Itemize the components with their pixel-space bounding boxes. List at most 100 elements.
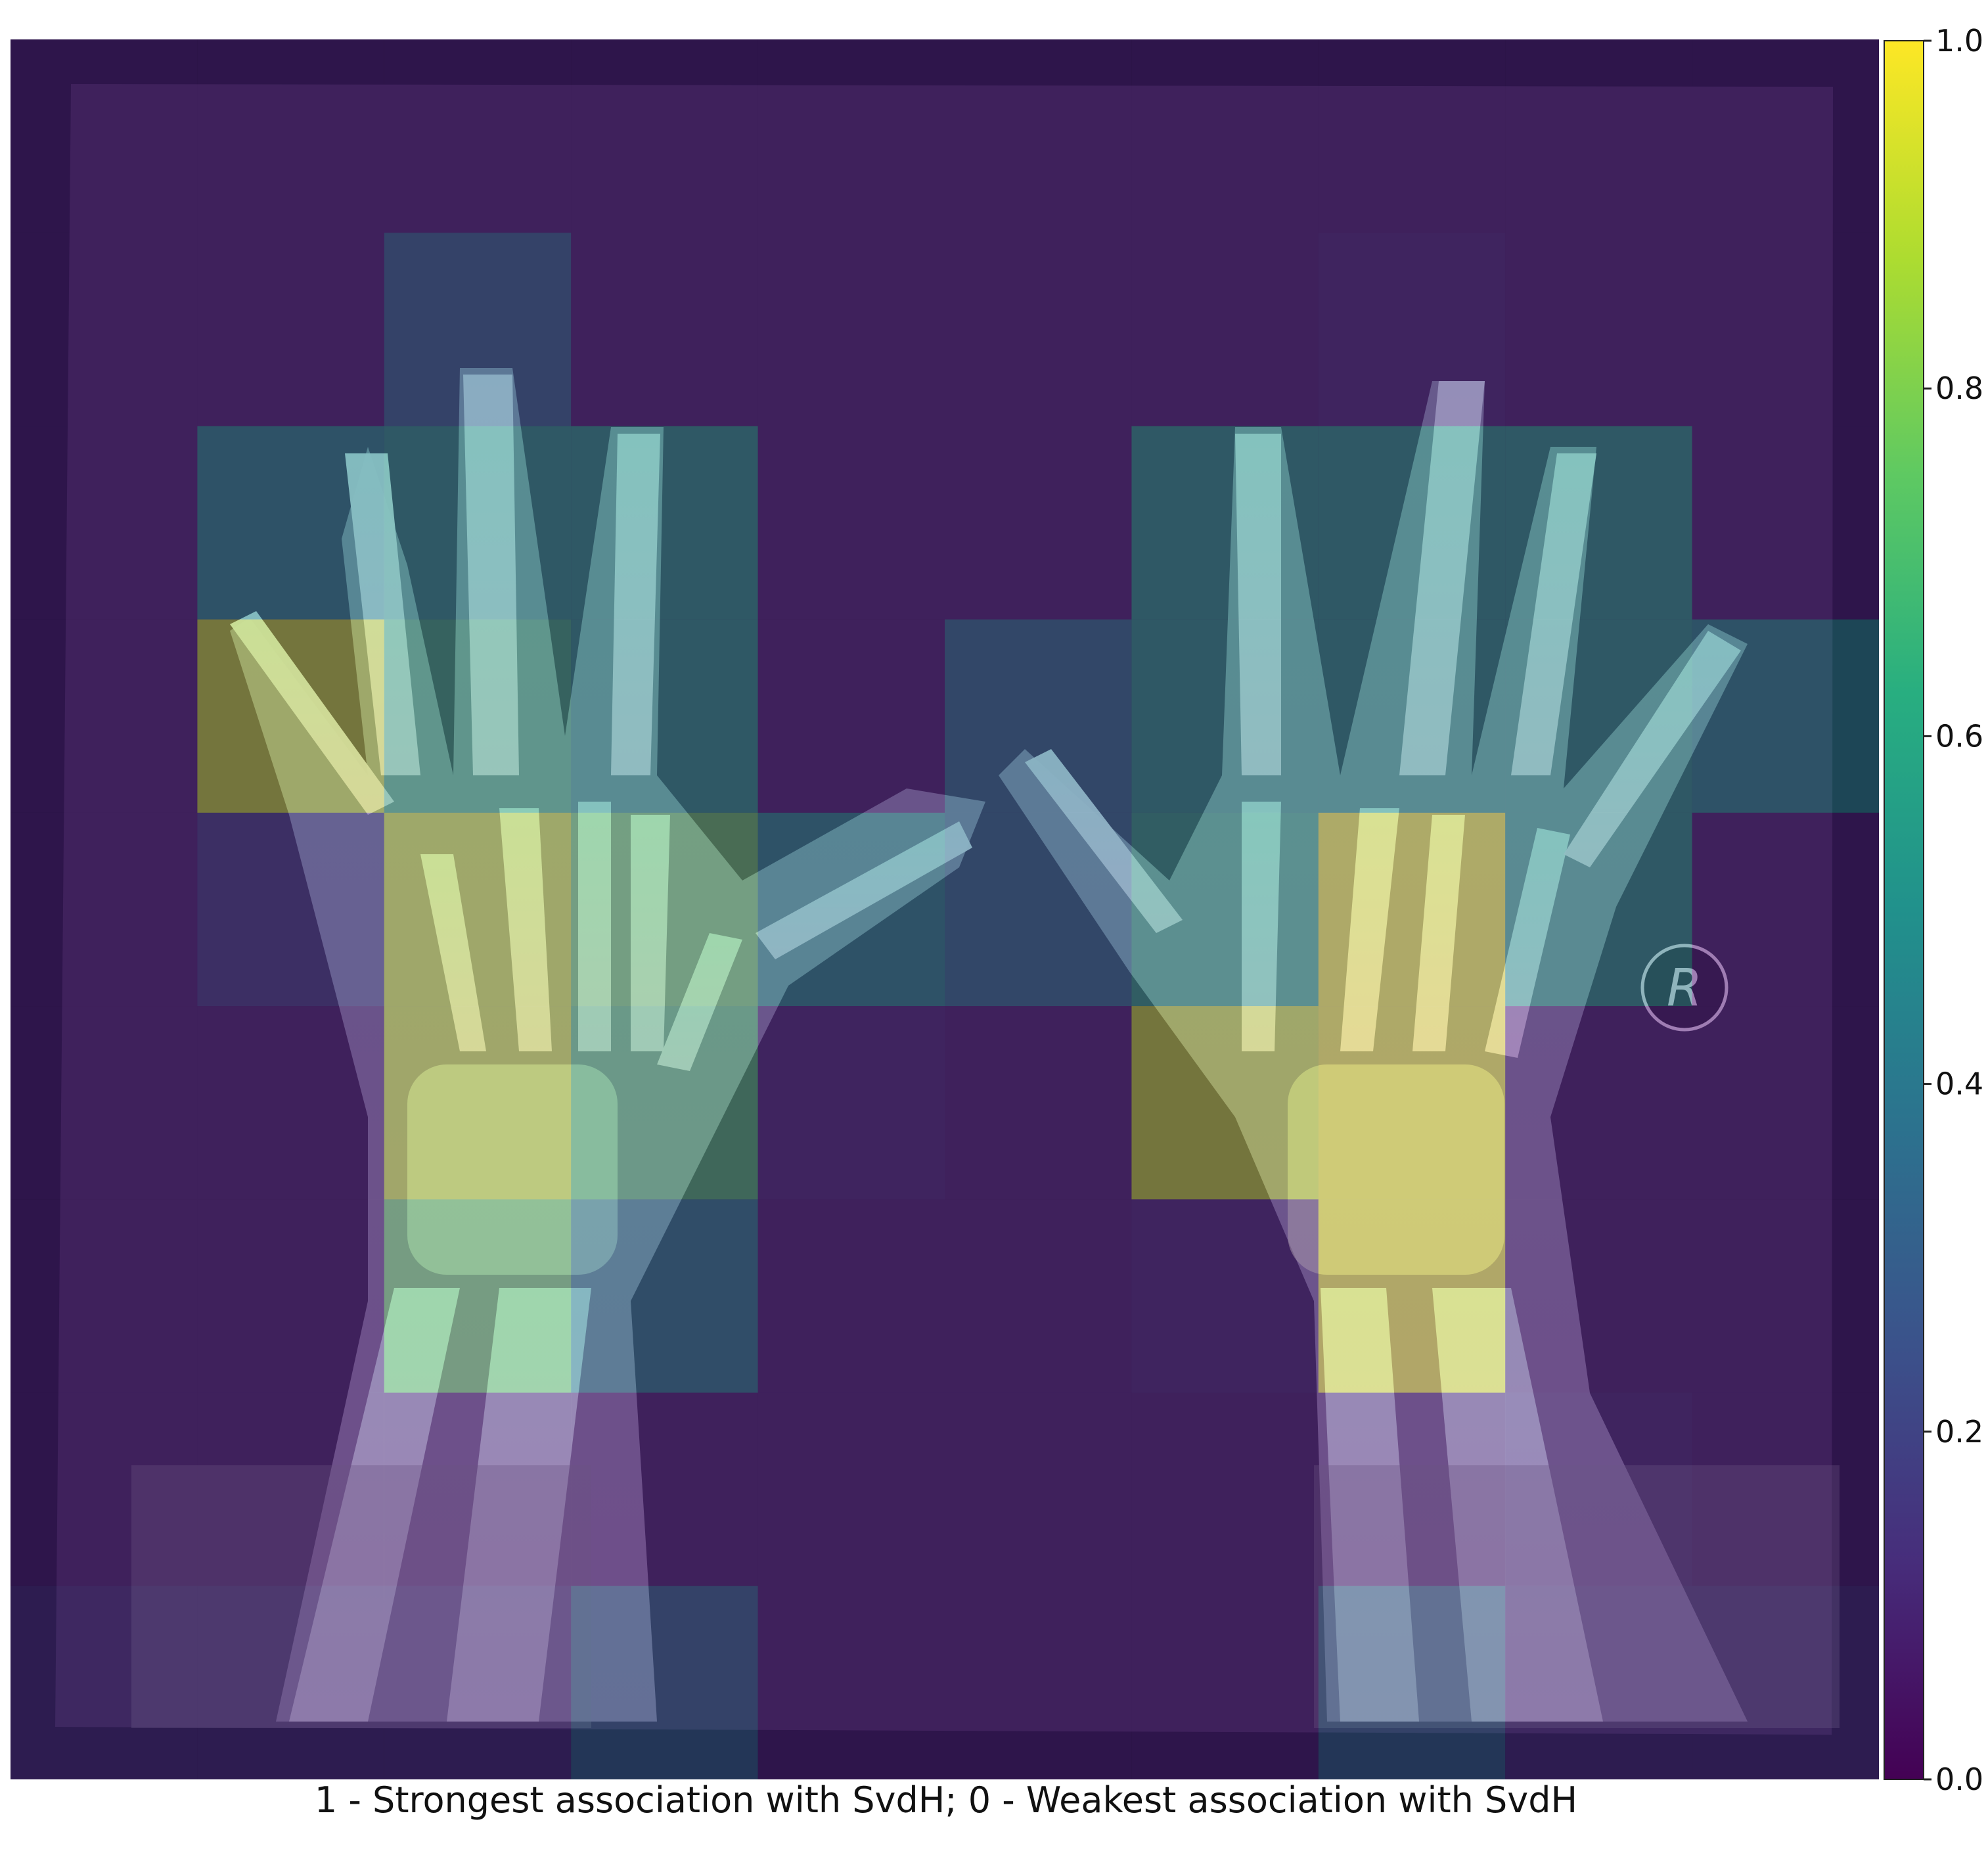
heatmap-cell: [757, 1586, 945, 1779]
heatmap-cell: [945, 619, 1132, 813]
colorbar-tick-label: 0.2: [1935, 1414, 1983, 1450]
heatmap-cell: [1131, 812, 1319, 1007]
heatmap-cell: [11, 233, 198, 426]
colorbar-tick-label: 1.0: [1935, 23, 1983, 58]
heatmap-cell: [1505, 1006, 1692, 1200]
heatmap-cell: [1505, 812, 1692, 1007]
heatmap-cell: [197, 812, 384, 1007]
heatmap-cell: [384, 233, 572, 426]
heatmap-cell: [384, 619, 572, 813]
heatmap-cell: [1131, 1006, 1319, 1200]
heatmap-cell: [1692, 1199, 1879, 1393]
heatmap-cell: [384, 1199, 572, 1393]
heatmap-cell: [945, 39, 1132, 233]
heatmap-cell: [571, 233, 758, 426]
heatmap-cell: [11, 812, 198, 1007]
heatmap-cell: [945, 1199, 1132, 1393]
heatmap-cell: [11, 1006, 198, 1200]
heatmap-cell: [11, 1586, 198, 1779]
heatmap-cell: [1692, 1392, 1879, 1586]
heatmap-cell: [571, 1586, 758, 1779]
heatmap-cell: [757, 233, 945, 426]
heatmap-cell: [11, 39, 198, 233]
heatmap-cell: [1318, 619, 1506, 813]
heatmap-cell: [1505, 233, 1692, 426]
right-hand-radiograph: [999, 381, 1840, 1728]
heatmap-cell: [945, 1006, 1132, 1200]
heatmap-cell: [1692, 619, 1879, 813]
side-marker-label: R: [1667, 959, 1702, 1018]
heatmap-cell: [571, 812, 758, 1007]
heatmap-cell: [1505, 39, 1692, 233]
heatmap-cell: [1131, 619, 1319, 813]
heatmap-cell: [384, 426, 572, 620]
heatmap-cell: [1505, 1199, 1692, 1393]
heatmap-cell: [197, 426, 384, 620]
heatmap-cell: [197, 1586, 384, 1779]
colorbar-tick-label: 0.6: [1935, 718, 1983, 754]
heatmap-cell: [571, 426, 758, 620]
heatmap-cell: [1318, 1586, 1506, 1779]
heatmap-cell: [1505, 1392, 1692, 1586]
heatmap-cell: [1131, 233, 1319, 426]
heatmap-cell: [757, 1199, 945, 1393]
heatmap-cell: [1692, 233, 1879, 426]
heatmap-cell: [1318, 426, 1506, 620]
heatmap-cell: [384, 812, 572, 1007]
heatmap-cell: [1692, 39, 1879, 233]
heatmap-cell: [1692, 426, 1879, 620]
heatmap-cell: [11, 426, 198, 620]
heatmap-cell: [1505, 426, 1692, 620]
colorbar: 0.0 0.2 0.4 0.6 0.8 1.0: [1884, 23, 1983, 1797]
saliency-heatmap: [11, 39, 1879, 1779]
heatmap-cell: [1318, 39, 1506, 233]
heatmap-cell: [11, 1392, 198, 1586]
heatmap-cell: [1131, 39, 1319, 233]
heatmap-cell: [197, 233, 384, 426]
heatmap-cell: [1131, 426, 1319, 620]
heatmap-cell: [1692, 812, 1879, 1007]
heatmap-cell: [571, 1199, 758, 1393]
heatmap-cell: [757, 619, 945, 813]
heatmap-cell: [197, 619, 384, 813]
heatmap-cell: [757, 1006, 945, 1200]
heatmap-cell: [1505, 619, 1692, 813]
heatmap-cell: [1692, 1006, 1879, 1200]
colorbar-tick-label: 0.4: [1935, 1066, 1983, 1102]
colorbar-tick-label: 0.8: [1935, 371, 1983, 406]
heatmap-cell: [384, 1586, 572, 1779]
heatmap-cell: [1318, 1392, 1506, 1586]
colorbar-tick-label: 0.0: [1935, 1762, 1983, 1797]
heatmap-cell: [757, 39, 945, 233]
heatmap-cell: [11, 619, 198, 813]
heatmap-cell: [1131, 1586, 1319, 1779]
heatmap-cell: [945, 1586, 1132, 1779]
heatmap-cell: [1131, 1199, 1319, 1393]
heatmap-cell: [571, 619, 758, 813]
left-hand-radiograph: [131, 368, 985, 1728]
heatmap-cell: [1692, 1586, 1879, 1779]
heatmap-cell: [197, 1199, 384, 1393]
heatmap-cell: [571, 1392, 758, 1586]
figure-caption: 1 - Strongest association with SvdH; 0 -…: [314, 1779, 1578, 1821]
heatmap-cell: [945, 426, 1132, 620]
heatmap-cell: [197, 1392, 384, 1586]
heatmap-cell: [757, 812, 945, 1007]
heatmap-cell: [1318, 1006, 1506, 1200]
heatmap-cell: [945, 812, 1132, 1007]
heatmap-cell: [1318, 812, 1506, 1007]
heatmap-cell: [757, 426, 945, 620]
colorbar-gradient: [1884, 40, 1924, 1780]
heatmap-cell: [1505, 1586, 1692, 1779]
heatmap-cell: [11, 1199, 198, 1393]
heatmap-cell: [197, 39, 384, 233]
heatmap-cell: [1318, 1199, 1506, 1393]
heatmap-cell: [945, 233, 1132, 426]
heatmap-cell: [571, 1006, 758, 1200]
heatmap-cell: [1318, 233, 1506, 426]
heatmap-cell: [384, 39, 572, 233]
heatmap-cell: [1131, 1392, 1319, 1586]
side-marker: R: [1640, 944, 1728, 1032]
heatmap-cell: [384, 1392, 572, 1586]
